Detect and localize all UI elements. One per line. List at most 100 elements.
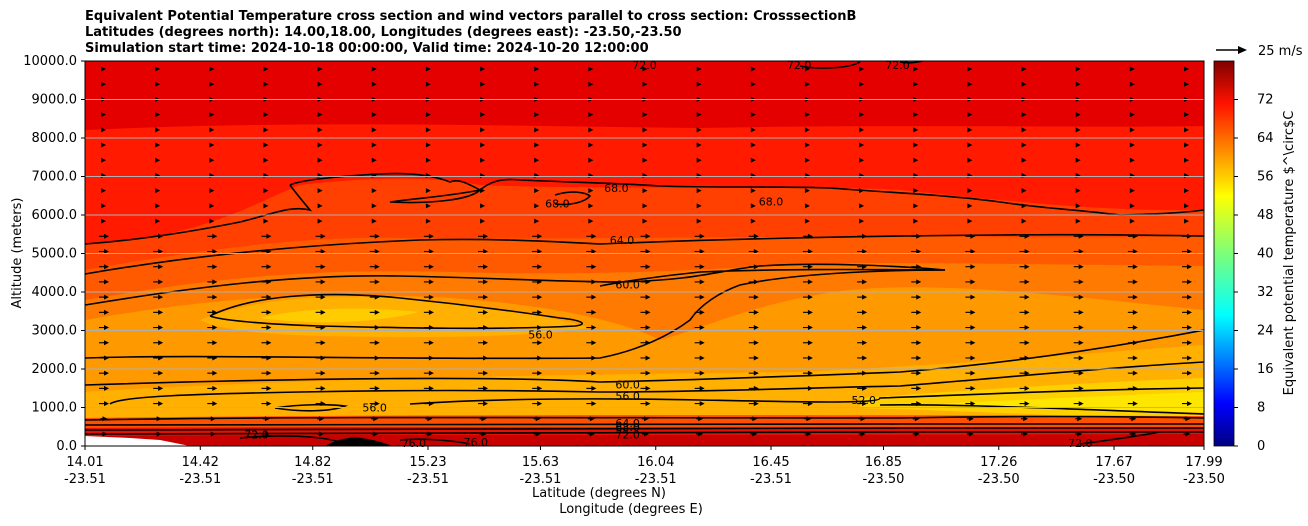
wind-vector <box>802 294 813 300</box>
wind-vector <box>802 340 813 346</box>
wind-vector <box>534 188 540 194</box>
wind-vector <box>371 112 377 118</box>
x-tick-label-lon: -23.50 <box>863 472 905 487</box>
wind-vector <box>369 264 380 270</box>
wind-vector <box>857 355 868 361</box>
colorbar-tick-label: 64 <box>1257 131 1274 146</box>
wind-vector <box>1127 279 1138 285</box>
wind-vector <box>423 401 434 407</box>
wind-vector <box>804 157 810 163</box>
wind-vector <box>263 157 269 163</box>
wind-vector <box>155 66 161 72</box>
wind-vector <box>99 279 109 285</box>
wind-vector <box>696 157 702 163</box>
wind-vector <box>532 279 543 285</box>
wind-vector <box>802 264 813 270</box>
wind-vector <box>153 294 164 300</box>
wind-vector <box>967 66 973 72</box>
wind-vector <box>588 142 594 148</box>
wind-vector <box>371 142 377 148</box>
wind-vector <box>534 127 540 133</box>
wind-vector <box>1129 203 1135 209</box>
wind-vector <box>209 81 215 87</box>
wind-vector <box>1182 249 1192 254</box>
wind-vector <box>857 385 868 391</box>
y-tick-label: 4000.0 <box>32 285 78 300</box>
wind-vector <box>101 81 106 87</box>
wind-vector <box>1073 279 1084 285</box>
wind-vector <box>480 66 486 72</box>
wind-vector <box>153 385 164 391</box>
wind-vector <box>857 309 868 315</box>
wind-vector <box>1019 355 1030 361</box>
wind-vector <box>857 294 868 300</box>
wind-vector <box>642 431 649 437</box>
wind-vector <box>371 431 379 437</box>
wind-vector <box>478 309 489 315</box>
wind-vector <box>371 203 377 209</box>
wind-vector <box>911 325 922 331</box>
wind-vector <box>748 370 759 376</box>
wind-vector <box>369 325 380 331</box>
wind-vector <box>1182 401 1192 407</box>
wind-vector <box>155 112 161 118</box>
wind-vector <box>750 127 756 133</box>
wind-vector <box>207 340 218 346</box>
wind-vector <box>913 81 919 87</box>
wind-vector <box>586 340 597 346</box>
wind-vector <box>965 294 976 300</box>
wind-vector <box>1073 340 1084 346</box>
wind-vector <box>207 401 218 407</box>
wind-vector <box>425 142 431 148</box>
wind-vector <box>1129 142 1135 148</box>
wind-vector <box>99 233 109 239</box>
wind-vector <box>153 355 164 361</box>
colorbar-tick-label: 72 <box>1257 93 1274 108</box>
wind-vector <box>1021 188 1027 194</box>
wind-vector <box>209 66 215 72</box>
wind-vector <box>640 249 651 254</box>
wind-vector <box>588 66 594 72</box>
wind-vector <box>1021 112 1027 118</box>
wind-vector <box>967 112 973 118</box>
wind-vector <box>155 127 161 133</box>
wind-vector <box>912 431 920 437</box>
wind-vector <box>586 249 597 254</box>
wind-vector <box>642 142 648 148</box>
wind-vector <box>859 81 865 87</box>
wind-vector <box>586 279 597 285</box>
wind-vector <box>1019 309 1030 315</box>
wind-vector <box>369 355 380 361</box>
wind-vector <box>261 370 272 376</box>
wind-vector <box>261 309 272 315</box>
contour-label: 72.0 <box>244 428 269 441</box>
wind-vector <box>315 279 326 285</box>
wind-vector <box>1127 249 1138 254</box>
wind-vector <box>261 233 272 239</box>
wind-vector <box>371 188 377 194</box>
colorbar-tick-label: 40 <box>1257 247 1274 262</box>
wind-vector <box>209 157 215 163</box>
wind-vector <box>1184 157 1189 163</box>
contour-label: 64.0 <box>615 417 640 430</box>
wind-vector <box>261 264 272 270</box>
wind-vector <box>369 401 380 407</box>
wind-vector <box>1182 294 1192 300</box>
wind-vector <box>588 157 594 163</box>
wind-vector <box>913 203 919 209</box>
wind-vector <box>965 264 976 270</box>
wind-vector <box>912 416 920 422</box>
wind-vector <box>1073 294 1084 300</box>
wind-vector <box>1184 127 1189 133</box>
wind-vector <box>155 157 161 163</box>
wind-vector <box>694 309 705 315</box>
wind-vector <box>532 325 543 331</box>
wind-vector <box>911 355 922 361</box>
wind-vector <box>965 309 976 315</box>
wind-vector <box>967 188 973 194</box>
wind-vector <box>1073 385 1084 391</box>
title-line-2: Latitudes (degrees north): 14.00,18.00, … <box>85 25 682 40</box>
wind-vector <box>209 188 215 194</box>
wind-vector <box>859 188 865 194</box>
wind-vector <box>317 81 323 87</box>
